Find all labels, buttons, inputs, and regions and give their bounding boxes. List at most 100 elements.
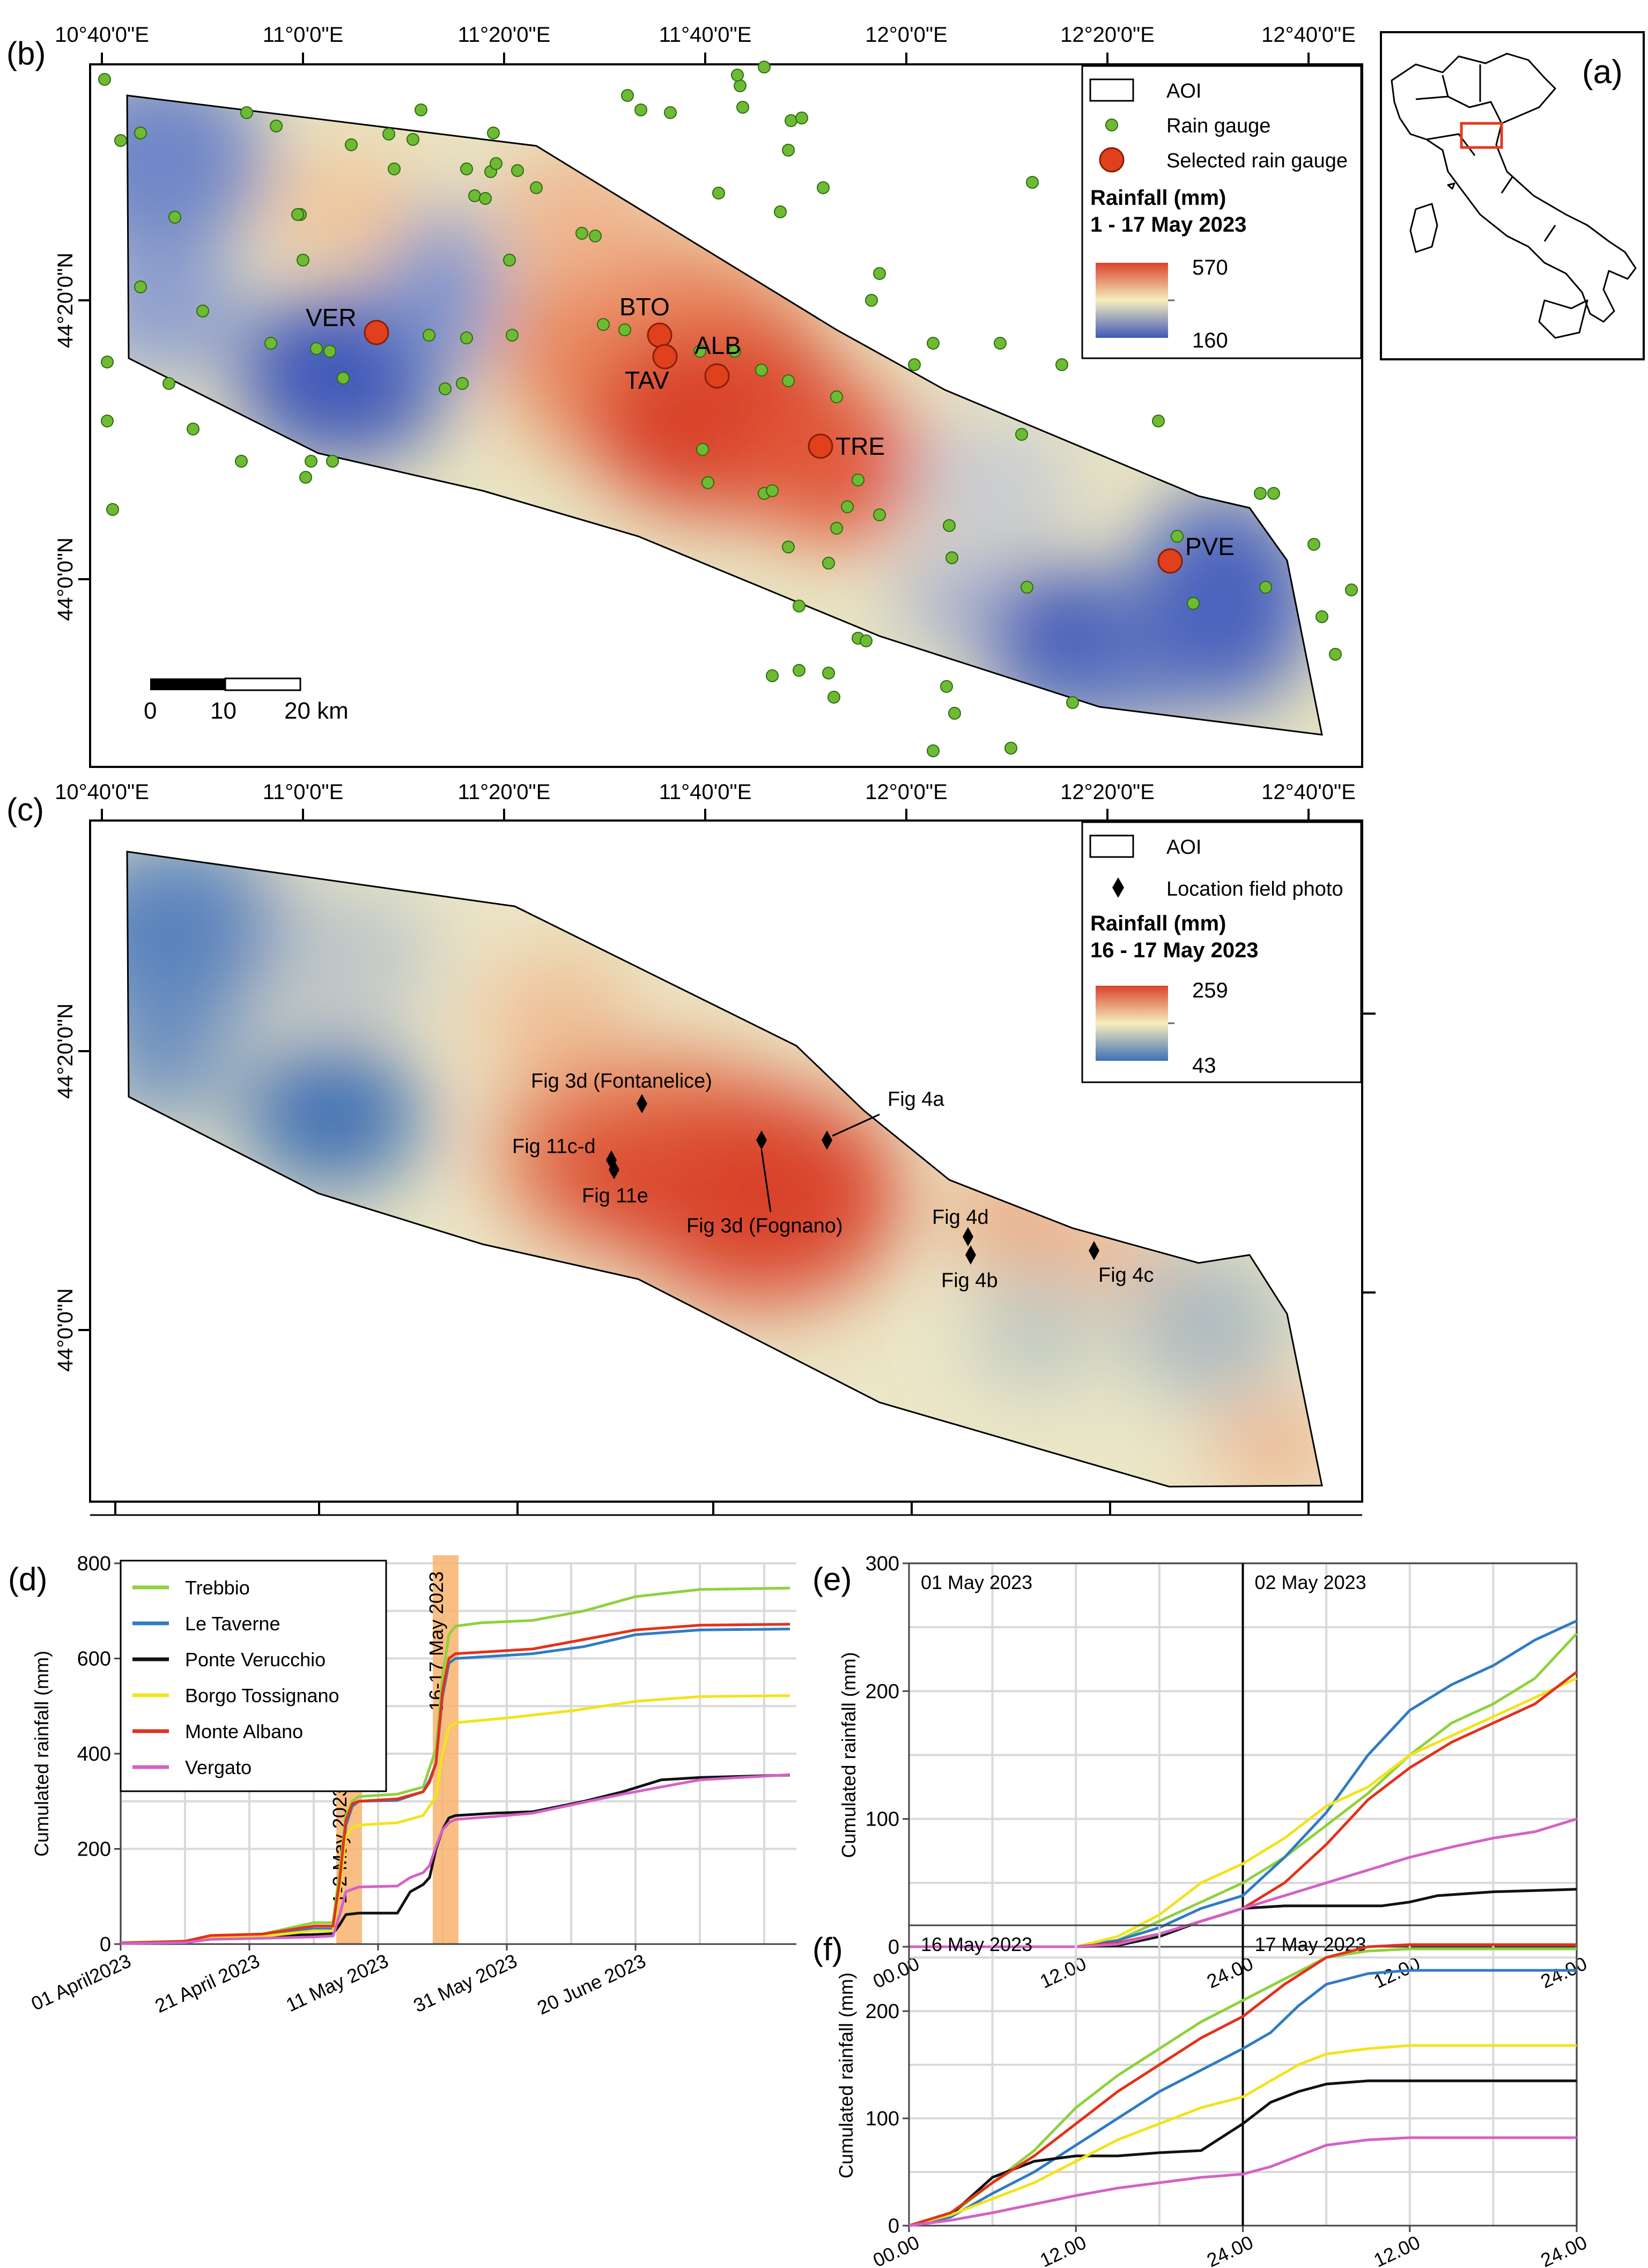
rain-gauge-dot xyxy=(1187,597,1200,610)
rain-gauge-dot xyxy=(337,372,350,385)
x-tick-label: 21 April 2023 xyxy=(152,1949,263,2017)
rain-gauge-dot xyxy=(852,474,864,486)
y-tick-label: 0 xyxy=(100,1933,111,1956)
selected-gauge-ver xyxy=(364,320,389,345)
rain-gauge-dot xyxy=(1004,742,1017,755)
rain-gauge-dot xyxy=(323,345,336,358)
legend-b: AOI Rain gauge Selected rain gauge Rainf… xyxy=(1081,65,1362,359)
rain-gauge-dot xyxy=(106,503,119,516)
selected-rain-gauges: VER BTO TAV ALB TRE PVE xyxy=(306,293,1235,574)
rain-gauge-dot xyxy=(621,89,634,102)
lon-tick-label: 12°0'0"E xyxy=(865,780,948,804)
x-tick-label: 01 April2023 xyxy=(28,1949,135,2015)
rain-gauge-dot xyxy=(345,138,358,151)
selected-gauge-tre xyxy=(808,433,833,459)
legend-title-b2: 1 - 17 May 2023 xyxy=(1090,213,1246,237)
rain-gauge-dot xyxy=(865,294,878,307)
x-tick-label: 31 May 2023 xyxy=(410,1949,520,2016)
rain-gauge-dot xyxy=(822,667,835,679)
rain-gauge-dot xyxy=(728,345,741,358)
rain-gauge-dot xyxy=(1171,530,1184,543)
x-tick-label: 12.00 xyxy=(1037,2231,1090,2268)
scalebar-10: 10 xyxy=(210,698,237,724)
lon-tick-label: 12°40'0"E xyxy=(1261,23,1356,47)
rain-gauge-dot xyxy=(1152,415,1165,427)
rain-gauge-dot xyxy=(1015,428,1028,441)
rain-gauge-dot xyxy=(795,112,808,124)
legend-aoi-c: AOI xyxy=(1166,836,1201,859)
panel-c: 10°40'0"E 11°0'0"E 11°20'0"E 11°40'0"E 12°0'… xyxy=(6,780,1376,1516)
day-label: 01 May 2023 xyxy=(921,1571,1032,1593)
rain-gauge-dot xyxy=(774,205,787,218)
legend-entry: Vergato xyxy=(185,1756,252,1778)
rain-gauge-dot xyxy=(503,254,516,267)
rain-gauge-dot xyxy=(297,254,309,267)
lon-ticks-c: 10°40'0"E 11°0'0"E 11°20'0"E 11°40'0"E 12°0'… xyxy=(55,780,1356,821)
rain-gauge-dot xyxy=(382,128,395,141)
lat-tick-label: 44°20'0"N xyxy=(54,253,77,348)
rain-gauge-dot xyxy=(597,318,610,331)
rain-gauges xyxy=(98,61,1358,757)
x-tick-label: 11 May 2023 xyxy=(283,1949,392,2016)
rain-gauge-dot xyxy=(487,127,500,139)
rain-gauge-dot xyxy=(873,508,886,521)
chart-panel-label: (f) xyxy=(812,1931,843,1967)
rain-gauge-dot xyxy=(291,208,304,221)
rain-gauge-dot xyxy=(927,744,940,757)
legend-entry: Borgo Tossignano xyxy=(185,1685,339,1706)
rain-gauge-dot xyxy=(460,162,473,175)
rain-gauge-dot xyxy=(134,280,147,293)
scalebar-0: 0 xyxy=(144,698,157,724)
rain-gauge-dot xyxy=(1021,581,1033,594)
lon-tick-label: 11°40'0"E xyxy=(659,23,752,47)
photo-marker-4d xyxy=(963,1227,973,1246)
rain-gauge-dot xyxy=(479,192,492,205)
rain-gauge-dot xyxy=(530,181,543,194)
y-tick-label: 200 xyxy=(77,1838,111,1861)
photo-marker-fognano xyxy=(756,1131,767,1150)
y-tick-label: 0 xyxy=(888,2215,899,2237)
photo-marker-4c xyxy=(1089,1241,1099,1260)
rain-gauge-dot xyxy=(634,104,647,116)
rain-gauge-dot xyxy=(827,691,840,704)
rain-gauge-dot xyxy=(1259,581,1272,594)
series-line-trebbio xyxy=(120,1586,790,1944)
rain-gauge-dot xyxy=(1267,487,1280,500)
photo-marker-fontanelice xyxy=(637,1094,647,1113)
chart-panel-label: (d) xyxy=(8,1561,47,1597)
rain-gauge-dot xyxy=(734,79,747,92)
y-tick-label: 100 xyxy=(866,2108,899,2130)
rain-gauge-dot xyxy=(908,358,921,371)
rain-gauge-dot xyxy=(506,329,519,342)
rain-gauge-dot xyxy=(305,455,317,468)
series-line-le-taverne xyxy=(909,1620,1578,1948)
station-label-tav: TAV xyxy=(625,366,669,394)
rain-gauge-dot xyxy=(101,415,114,427)
rain-gauge-dot xyxy=(589,230,602,242)
rain-gauge-dot xyxy=(1316,610,1328,623)
station-label-pve: PVE xyxy=(1185,533,1235,560)
rain-gauge-dot xyxy=(460,331,473,344)
legend-title-b1: Rainfall (mm) xyxy=(1090,186,1226,210)
legend-entry: Ponte Verucchio xyxy=(185,1649,326,1671)
legend-entry: Trebbio xyxy=(185,1577,250,1599)
lon-tick-label: 11°0'0"E xyxy=(263,780,344,804)
rain-gauge-dot xyxy=(945,551,958,564)
rain-gauge-dot xyxy=(736,101,749,114)
rain-gauge-dot xyxy=(830,522,843,535)
x-tick-label: 20 June 2023 xyxy=(534,1949,649,2019)
chart-legend-box xyxy=(120,1560,387,1792)
y-axis-label: Cumulated rainfall (mm) xyxy=(838,1652,860,1858)
rain-gauge-dot xyxy=(162,377,175,390)
rain-gauge-dot xyxy=(168,211,181,224)
panel-b-label: (b) xyxy=(6,35,46,71)
bottom-ticks-c xyxy=(90,1502,1362,1516)
rain-gauge-dot xyxy=(1307,538,1320,551)
aoi-outline-b xyxy=(126,94,1323,736)
rain-gauge-dot xyxy=(841,500,854,513)
rain-gauge-dot xyxy=(575,227,588,240)
color-ramp-b xyxy=(1096,263,1168,338)
panel-a-label: (a) xyxy=(1582,54,1623,91)
